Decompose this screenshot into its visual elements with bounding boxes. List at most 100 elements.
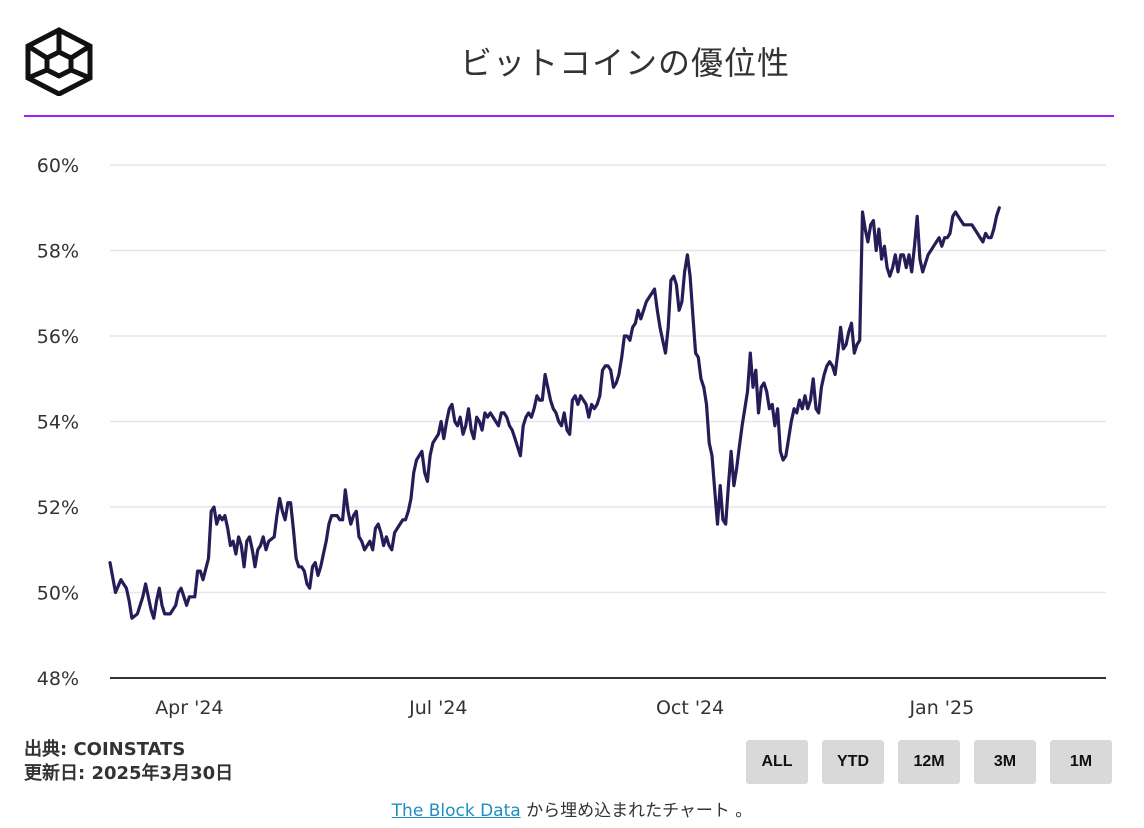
data-point [599,395,601,397]
data-point [686,254,689,256]
data-point [927,254,929,256]
data-point [962,224,965,226]
data-point [120,578,122,581]
data-point [527,412,530,414]
data-point [254,566,256,568]
range-1m-button[interactable]: 1M [1050,740,1112,784]
data-point [155,600,158,602]
data-point [631,326,634,329]
data-point [875,249,877,252]
data-point [511,429,513,431]
the-block-data-link[interactable]: The Block Data [391,801,521,821]
data-point [516,446,519,449]
source-label: 出典: COINSTATS [24,739,186,760]
data-point [588,416,590,419]
footer-suffix: から埋め込まれたチャート 。 [520,801,753,821]
data-point [423,472,426,474]
data-point [473,437,475,440]
data-point [421,450,423,453]
data-point [210,510,212,513]
data-point [634,322,637,325]
data-point [910,271,913,273]
data-point [566,429,568,431]
data-point [607,365,609,367]
range-ytd-button[interactable]: YTD [822,740,884,784]
data-point [519,454,522,457]
data-point [839,326,842,329]
data-point [609,369,612,372]
data-point [705,403,708,406]
data-point [174,604,177,607]
data-point [755,369,757,372]
data-point [142,596,144,598]
data-point [738,446,741,449]
data-point [771,403,773,406]
data-point [500,412,503,414]
data-point [612,386,615,389]
data-point [434,437,437,440]
data-point [289,501,292,504]
data-point [618,373,620,376]
data-point [932,245,935,247]
data-point [224,514,226,517]
data-point [804,395,806,397]
data-point [815,407,817,410]
data-point [547,386,549,389]
data-point [973,228,976,230]
data-point [949,232,951,235]
y-tick-label: 50% [37,583,79,605]
data-point [131,617,133,619]
data-point [235,553,237,555]
data-point [796,412,798,414]
data-point [681,301,683,303]
data-point [856,343,858,346]
data-point [848,330,850,333]
data-point [995,215,998,218]
data-point [418,454,421,457]
y-tick-label: 48% [37,668,79,690]
data-point [371,549,374,551]
grid-lines [110,164,1106,594]
data-point [229,544,232,547]
data-point [506,416,508,419]
range-all-button[interactable]: ALL [746,740,808,784]
data-point [380,531,382,534]
data-point [243,566,245,568]
data-point [306,583,308,585]
data-point [790,420,793,423]
data-point [793,407,795,410]
data-point [998,207,1001,209]
data-point [946,236,949,239]
data-point [492,416,494,419]
range-3m-button[interactable]: 3M [974,740,1036,784]
data-point [579,395,582,397]
range-12m-button[interactable]: 12M [898,740,960,784]
data-point [656,309,659,312]
data-point [897,271,899,273]
data-point [741,425,743,427]
data-point [853,352,856,354]
data-point [185,604,188,607]
data-point [341,519,344,521]
data-point [336,514,338,517]
data-point [177,591,180,594]
data-point [916,215,918,218]
data-point [744,407,746,410]
data-point [834,373,836,376]
data-point [330,514,333,517]
data-point [555,412,557,414]
data-point [585,403,587,406]
data-point [183,596,185,598]
data-point [385,536,388,538]
embed-footer: The Block Data から埋め込まれたチャート 。 [0,796,1144,821]
data-point [467,407,470,410]
data-point [880,258,883,260]
data-point [158,587,161,589]
data-point [544,373,546,376]
data-point [563,412,565,414]
data-point [273,536,276,538]
data-point [257,549,259,551]
data-point [913,245,916,247]
data-point [322,553,325,555]
data-point [648,296,650,299]
